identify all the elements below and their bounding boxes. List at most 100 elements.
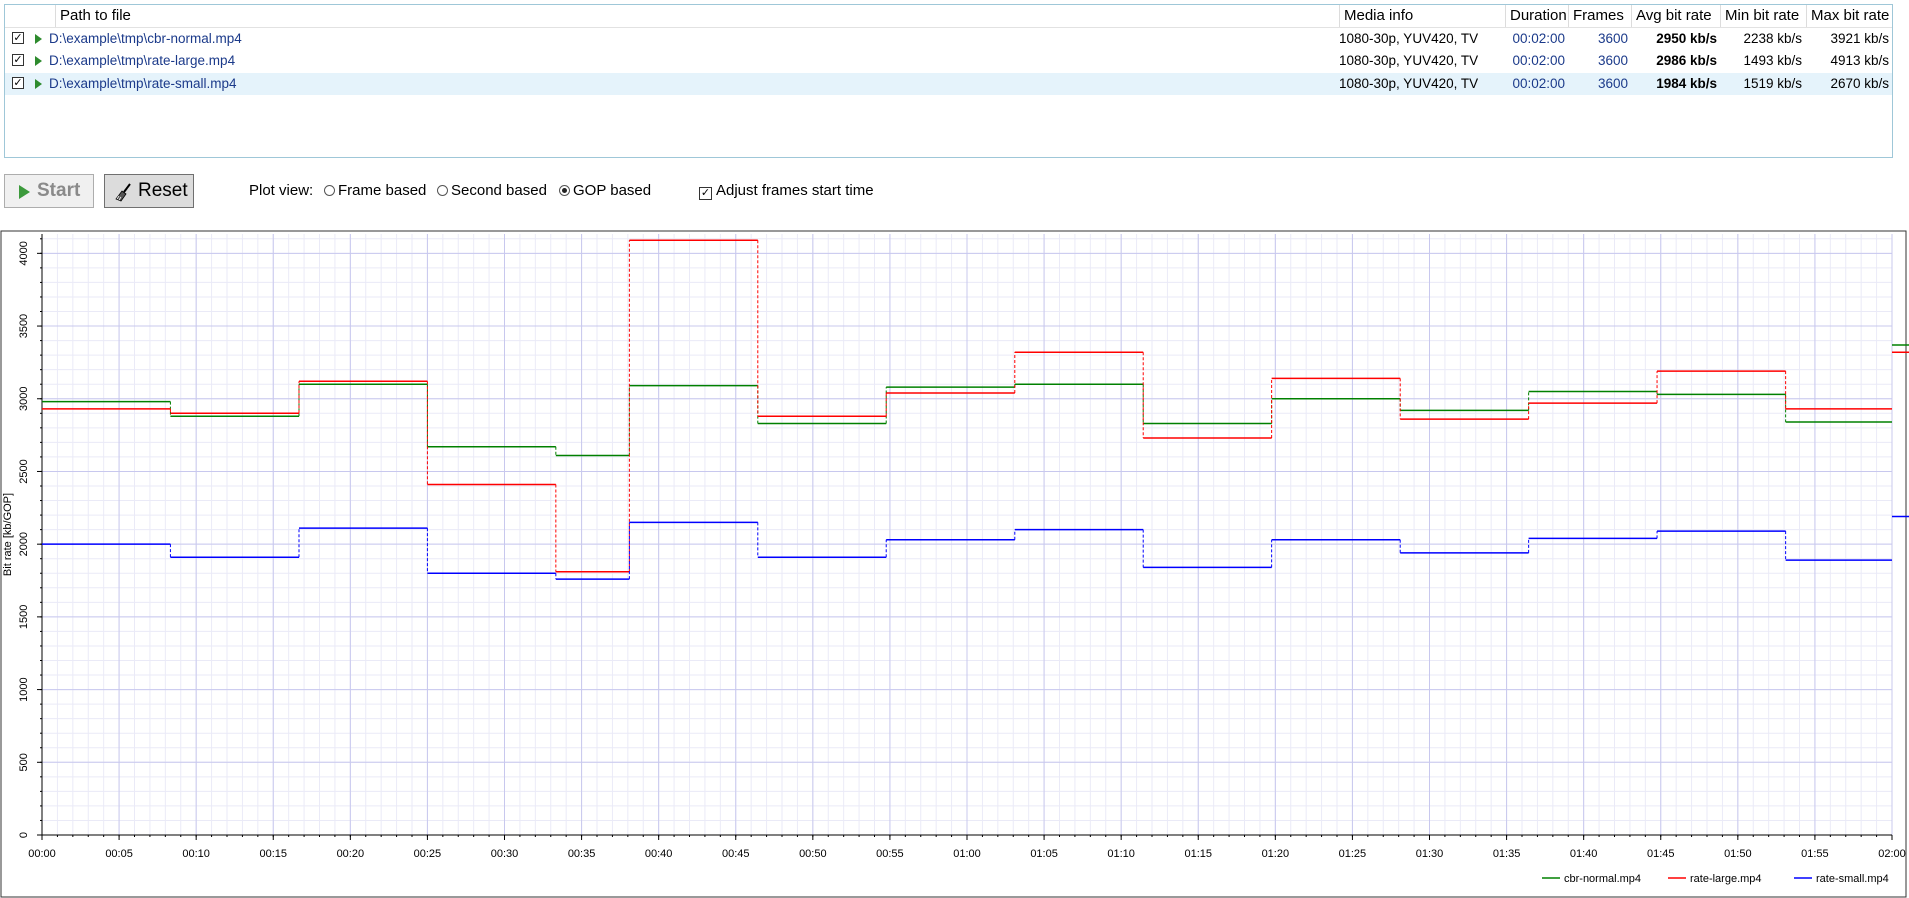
y-axis-label: Bit rate [kb/GOP]: [2, 493, 14, 576]
legend-label: rate-large.mp4: [1690, 873, 1762, 885]
x-tick-label: 01:15: [1184, 848, 1212, 860]
broom-icon: [115, 183, 131, 202]
row-checkbox[interactable]: ✓: [12, 77, 24, 89]
min-bit-rate: 2238 kb/s: [1743, 31, 1802, 46]
x-tick-label: 01:55: [1801, 848, 1829, 860]
table-row[interactable]: ✓ D:\example\tmp\rate-small.mp4 1080-30p…: [5, 73, 1892, 95]
x-tick-label: 00:00: [28, 848, 56, 860]
start-button[interactable]: Start: [4, 174, 94, 208]
x-tick-label: 01:20: [1262, 848, 1290, 860]
series-rate-large.mp4: [42, 239, 1909, 573]
file-path: D:\example\tmp\cbr-normal.mp4: [49, 31, 242, 46]
start-label: Start: [37, 180, 81, 201]
header-blank: [5, 5, 55, 27]
bitrate-chart[interactable]: 00:00 00:05 00:10 00:15 00:20 00:25 00:30 00:35…: [0, 230, 1909, 898]
media-info: 1080-30p, YUV420, TV: [1339, 31, 1479, 46]
radio-label: GOP based: [573, 182, 652, 199]
radio-gop-based[interactable]: GOP based: [559, 182, 651, 200]
row-checkbox[interactable]: ✓: [12, 54, 24, 66]
header-avg[interactable]: Avg bit rate: [1631, 5, 1720, 27]
checkbox[interactable]: ✓: [699, 187, 712, 200]
x-tick-label: 00:15: [259, 848, 287, 860]
header-max[interactable]: Max bit rate: [1806, 5, 1894, 27]
header-frames[interactable]: Frames: [1568, 5, 1631, 27]
radio-circle[interactable]: [437, 185, 448, 196]
chart-frame: [0, 230, 1907, 898]
max-bit-rate: 3921 kb/s: [1830, 31, 1889, 46]
frames: 3600: [1597, 53, 1628, 68]
x-tick-label: 01:25: [1339, 848, 1367, 860]
play-icon[interactable]: [35, 56, 42, 66]
header-media[interactable]: Media info: [1339, 5, 1505, 27]
header-path[interactable]: Path to file: [55, 5, 1339, 27]
duration: 00:02:00: [1512, 31, 1565, 46]
x-tick-label: 01:05: [1030, 848, 1058, 860]
x-tick-label: 00:20: [337, 848, 365, 860]
series-rate-small.mp4: [42, 515, 1909, 580]
x-tick-label: 02:00: [1878, 848, 1906, 860]
x-tick-label: 00:50: [799, 848, 827, 860]
play-icon[interactable]: [35, 34, 42, 44]
y-tick-label: 3000: [18, 387, 30, 411]
x-tick-label: 01:40: [1570, 848, 1598, 860]
y-tick-label: 0: [18, 832, 30, 838]
x-tick-label: 00:35: [568, 848, 596, 860]
y-tick-label: 1500: [18, 605, 30, 629]
duration: 00:02:00: [1512, 76, 1565, 91]
table-row[interactable]: ✓ D:\example\tmp\cbr-normal.mp4 1080-30p…: [5, 28, 1892, 50]
x-tick-label: 00:10: [182, 848, 210, 860]
header-min[interactable]: Min bit rate: [1720, 5, 1806, 27]
table-header: Path to file Media info Duration Frames …: [5, 5, 1892, 28]
radio-circle[interactable]: [324, 185, 335, 196]
plot-view-label: Plot view:: [249, 182, 314, 199]
y-tick-label: 2500: [18, 459, 30, 483]
avg-bit-rate: 2986 kb/s: [1656, 53, 1717, 68]
legend-label: cbr-normal.mp4: [1564, 873, 1641, 885]
reset-label: Reset: [138, 180, 188, 201]
checkbox-label: Adjust frames start time: [716, 182, 874, 199]
x-tick-label: 01:00: [953, 848, 981, 860]
x-tick-label: 01:45: [1647, 848, 1675, 860]
min-bit-rate: 1493 kb/s: [1743, 53, 1802, 68]
max-bit-rate: 2670 kb/s: [1830, 76, 1889, 91]
x-tick-label: 01:30: [1416, 848, 1444, 860]
media-info: 1080-30p, YUV420, TV: [1339, 53, 1479, 68]
x-tick-label: 01:10: [1107, 848, 1135, 860]
header-duration[interactable]: Duration: [1505, 5, 1568, 27]
media-info: 1080-30p, YUV420, TV: [1339, 76, 1479, 91]
adjust-frames-checkbox[interactable]: ✓ Adjust frames start time: [699, 182, 874, 200]
play-icon[interactable]: [35, 79, 42, 89]
play-icon: [19, 185, 30, 199]
x-tick-label: 01:50: [1724, 848, 1752, 860]
radio-second-based[interactable]: Second based: [437, 182, 547, 200]
x-tick-label: 00:30: [491, 848, 519, 860]
reset-button[interactable]: Reset: [104, 174, 194, 208]
x-tick-label: 01:35: [1493, 848, 1521, 860]
duration: 00:02:00: [1512, 53, 1565, 68]
frames: 3600: [1597, 76, 1628, 91]
radio-frame-based[interactable]: Frame based: [324, 182, 426, 200]
y-tick-label: 2000: [18, 532, 30, 556]
row-checkbox[interactable]: ✓: [12, 32, 24, 44]
max-bit-rate: 4913 kb/s: [1830, 53, 1889, 68]
x-tick-label: 00:25: [414, 848, 442, 860]
y-tick-label: 500: [18, 753, 30, 771]
x-tick-label: 00:40: [645, 848, 673, 860]
x-tick-label: 00:45: [722, 848, 750, 860]
y-tick-label: 4000: [18, 241, 30, 265]
radio-circle[interactable]: [559, 185, 570, 196]
y-tick-label: 1000: [18, 677, 30, 701]
x-tick-label: 00:05: [105, 848, 133, 860]
min-bit-rate: 1519 kb/s: [1743, 76, 1802, 91]
avg-bit-rate: 1984 kb/s: [1656, 76, 1717, 91]
x-tick-label: 00:55: [876, 848, 904, 860]
file-path: D:\example\tmp\rate-large.mp4: [49, 53, 236, 68]
legend-label: rate-small.mp4: [1816, 873, 1889, 885]
file-table[interactable]: Path to file Media info Duration Frames …: [4, 4, 1893, 158]
table-row[interactable]: ✓ D:\example\tmp\rate-large.mp4 1080-30p…: [5, 50, 1892, 72]
y-tick-label: 3500: [18, 314, 30, 338]
radio-label: Second based: [451, 182, 547, 199]
avg-bit-rate: 2950 kb/s: [1656, 31, 1717, 46]
frames: 3600: [1597, 31, 1628, 46]
radio-label: Frame based: [338, 182, 427, 199]
